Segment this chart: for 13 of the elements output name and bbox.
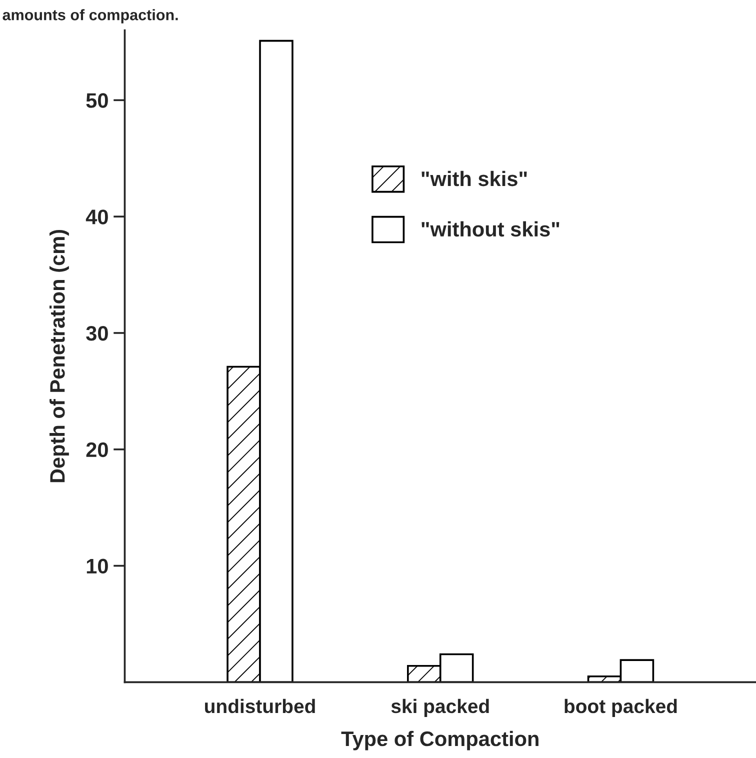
x-tick-label: boot packed: [564, 698, 677, 717]
y-tick-label: 10: [86, 558, 108, 574]
y-axis-title: Depth of Penetration (cm): [50, 230, 69, 482]
y-tick-label: 20: [86, 442, 108, 458]
chart-title: amounts of compaction.: [2, 9, 178, 24]
legend-label: "with skis": [422, 170, 527, 186]
y-tick-label: 30: [86, 326, 108, 341]
y-tick-label: 50: [86, 93, 108, 108]
x-axis-title: Type of Compaction: [341, 730, 538, 750]
y-tick-label: 40: [86, 210, 108, 224]
x-tick-label: undisturbed: [205, 698, 315, 714]
x-tick-label: ski packed: [391, 698, 489, 717]
legend-label: "without skis": [422, 221, 560, 237]
